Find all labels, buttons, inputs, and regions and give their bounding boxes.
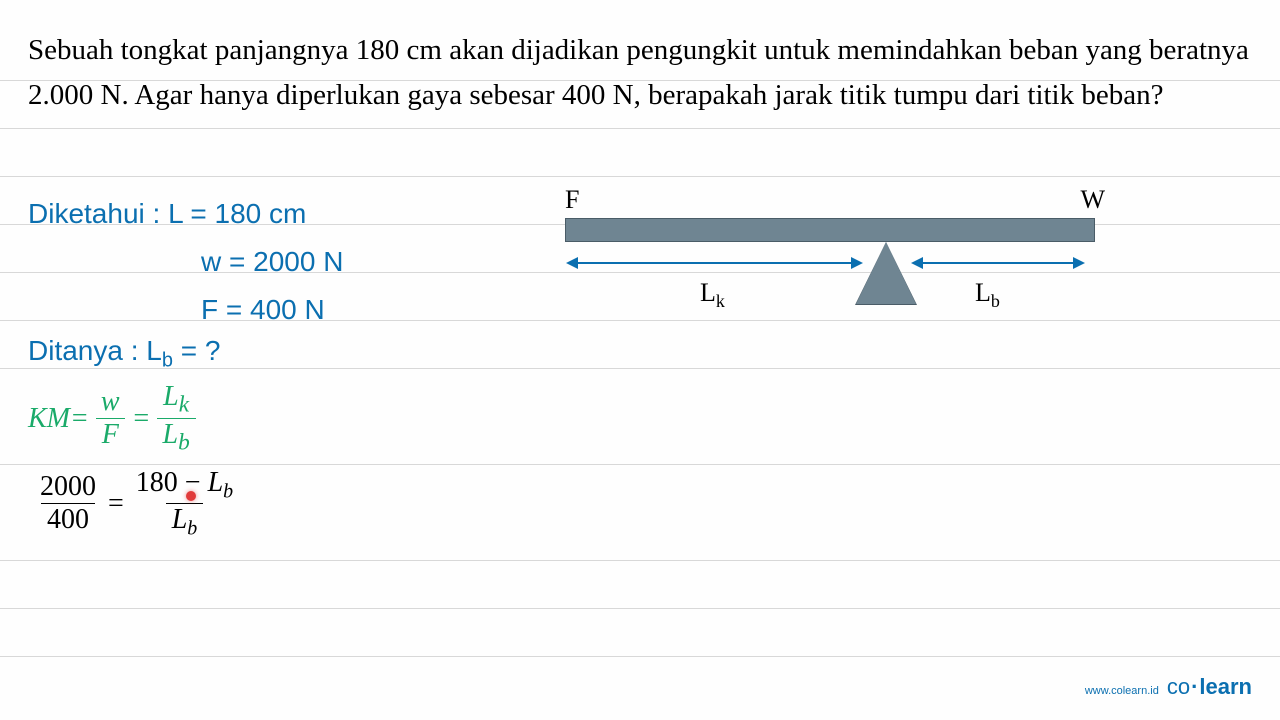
footer: www.colearn.id co·learn bbox=[1085, 674, 1252, 700]
given-L: L = 180 cm bbox=[168, 198, 306, 229]
km-frac1: w F bbox=[95, 386, 126, 451]
force-label-F: F bbox=[565, 185, 579, 215]
eq2-frac1: 2000 400 bbox=[34, 471, 102, 536]
given-F: F = 400 N bbox=[28, 286, 343, 334]
asked-var-sub: b bbox=[162, 350, 173, 372]
asked-title: Ditanya : bbox=[28, 335, 139, 366]
arrow-Lb bbox=[913, 262, 1083, 264]
weight-label-W: W bbox=[1080, 185, 1105, 215]
given-section: Diketahui : L = 180 cm w = 2000 N F = 40… bbox=[28, 190, 343, 334]
eq2-frac1-den: 400 bbox=[41, 503, 95, 536]
km-eq2: = bbox=[132, 403, 151, 435]
km-frac1-den: F bbox=[96, 418, 125, 451]
footer-url: www.colearn.id bbox=[1085, 685, 1159, 697]
eq2-frac2-num: 180 − Lb bbox=[130, 467, 239, 504]
asked-var: L bbox=[146, 335, 162, 366]
problem-statement: Sebuah tongkat panjangnya 180 cm akan di… bbox=[28, 28, 1250, 118]
eq2-frac2: 180 − Lb Lb bbox=[130, 467, 239, 541]
km-frac2-num: Lk bbox=[157, 381, 195, 419]
label-Lk: Lk bbox=[700, 278, 725, 312]
asked-section: Ditanya : Lb = ? bbox=[28, 335, 343, 373]
eq2-eq: = bbox=[108, 488, 124, 520]
km-lhs: KM bbox=[28, 403, 70, 435]
km-equation: KM = w F = Lk Lb bbox=[28, 381, 343, 457]
given-title: Diketahui : bbox=[28, 198, 160, 229]
km-frac1-num: w bbox=[95, 386, 126, 418]
given-w: w = 2000 N bbox=[28, 238, 343, 286]
asked-suffix: = ? bbox=[173, 335, 220, 366]
eq2-frac2-den: Lb bbox=[166, 503, 204, 541]
fulcrum bbox=[856, 242, 916, 304]
substituted-equation: 2000 400 = 180 − Lb Lb bbox=[28, 467, 343, 541]
footer-logo: co·learn bbox=[1167, 674, 1252, 700]
km-eq1: = bbox=[70, 403, 89, 435]
eq2-frac1-num: 2000 bbox=[34, 471, 102, 503]
label-Lb: Lb bbox=[975, 278, 1000, 312]
km-frac2: Lk Lb bbox=[157, 381, 196, 457]
laser-pointer-icon bbox=[186, 491, 196, 501]
arrow-Lk bbox=[568, 262, 861, 264]
km-frac2-den: Lb bbox=[157, 418, 196, 457]
solution-work: Diketahui : L = 180 cm w = 2000 N F = 40… bbox=[28, 190, 343, 541]
lever-diagram: F W Lk Lb bbox=[560, 180, 1120, 360]
lever-bar bbox=[565, 218, 1095, 242]
